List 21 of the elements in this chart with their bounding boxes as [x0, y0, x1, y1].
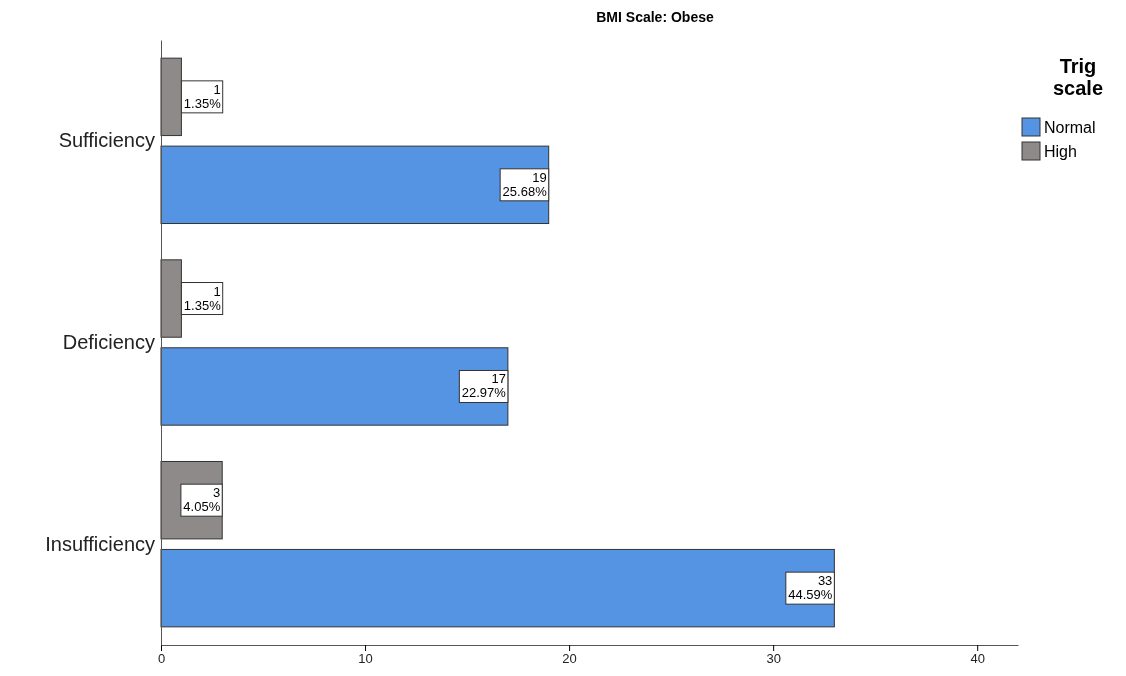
x-tick-label: 0 [157, 651, 166, 667]
bar [160, 548, 835, 628]
data-label: 33 44.59% [788, 573, 833, 603]
y-tick-label: Deficiency [62, 330, 155, 353]
bar [160, 145, 550, 225]
data-label: 19 25.68% [502, 169, 548, 199]
x-tick-label: 20 [562, 651, 577, 667]
chart-title: BMI Scale: Obese [596, 9, 714, 25]
legend-label: High [1044, 143, 1077, 160]
data-label: 17 22.97% [461, 371, 507, 401]
bar [160, 347, 509, 426]
y-tick-label: Sufficiency [58, 129, 155, 152]
x-tick-label: 10 [358, 651, 373, 667]
y-tick-label: Insufficiency [45, 532, 155, 555]
legend-label: Normal [1044, 119, 1096, 136]
data-label: 1 1.35% [183, 283, 222, 313]
x-tick-label: 40 [970, 651, 985, 667]
data-label: 1 1.35% [183, 81, 222, 111]
legend-title: Trig scale [1052, 55, 1104, 99]
data-label: 3 4.05% [183, 485, 221, 515]
x-tick-label: 30 [766, 651, 781, 667]
